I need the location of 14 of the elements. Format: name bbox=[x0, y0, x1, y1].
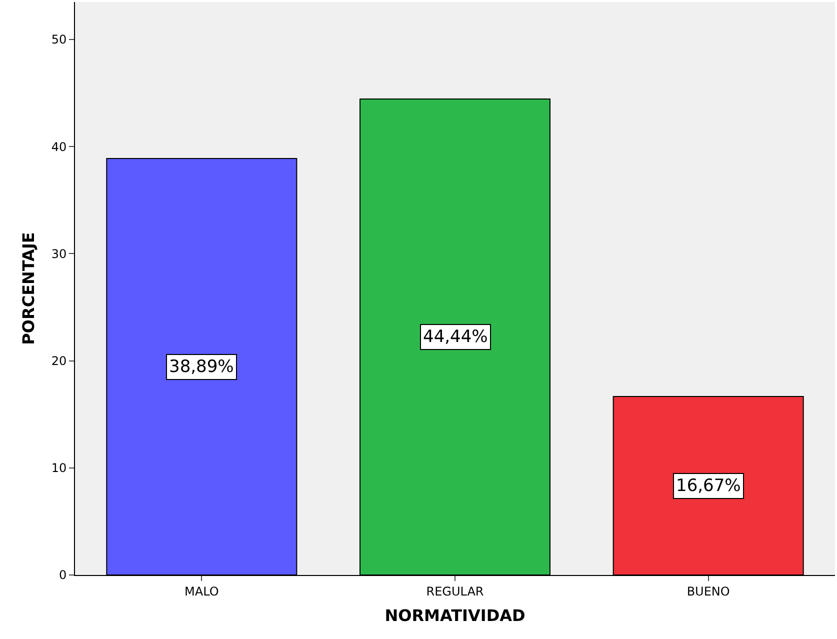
data-label: 44,44% bbox=[423, 327, 488, 347]
y-tick-label: 30 bbox=[51, 246, 67, 261]
data-label: 16,67% bbox=[676, 476, 741, 496]
data-label: 38,89% bbox=[169, 357, 234, 377]
x-axis-title: NORMATIVIDAD bbox=[384, 606, 526, 626]
x-tick-label: REGULAR bbox=[426, 584, 484, 598]
x-tick-label: MALO bbox=[184, 584, 219, 598]
y-tick-label: 50 bbox=[51, 32, 67, 47]
y-tick-label: 10 bbox=[51, 461, 67, 476]
x-tick-label: BUENO bbox=[686, 584, 730, 598]
y-tick-label: 0 bbox=[58, 568, 67, 582]
y-tick-label: 40 bbox=[51, 140, 67, 154]
y-tick-label: 20 bbox=[51, 354, 67, 368]
y-axis-title: PORCENTAJE bbox=[19, 232, 38, 345]
